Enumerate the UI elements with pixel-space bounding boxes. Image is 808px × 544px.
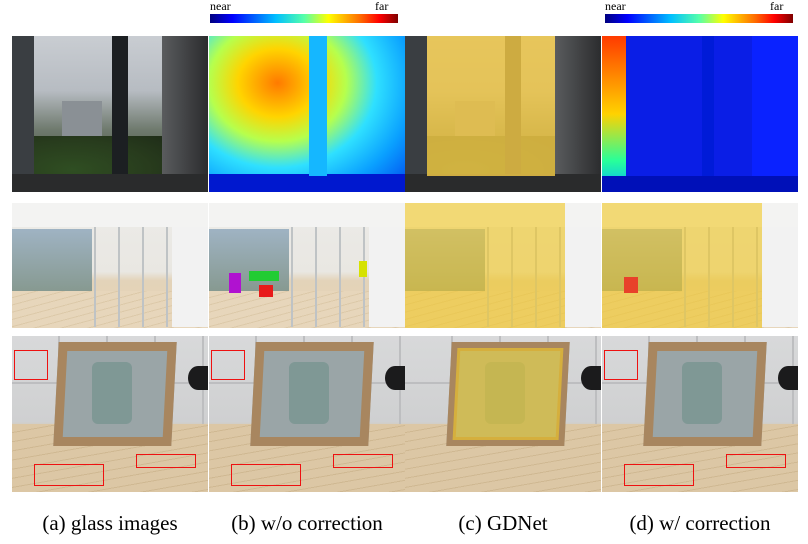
legend-far-label-d: far bbox=[770, 0, 784, 13]
depth-colorbar-b bbox=[210, 14, 398, 23]
row3-without-correction bbox=[209, 336, 405, 492]
row3-glass-image bbox=[12, 336, 208, 492]
row2-gdnet-result bbox=[405, 203, 601, 328]
highlight-box bbox=[726, 454, 786, 468]
highlight-box bbox=[136, 454, 196, 468]
row3-gdnet-result bbox=[405, 336, 601, 492]
highlight-box bbox=[211, 350, 245, 380]
row2-glass-image bbox=[12, 203, 208, 328]
row1-gdnet-result bbox=[405, 36, 601, 192]
highlight-box bbox=[231, 464, 301, 486]
highlight-box bbox=[34, 464, 104, 486]
row1-glass-image bbox=[12, 36, 208, 192]
caption-with-correction: (d) w/ correction bbox=[629, 511, 771, 535]
row1-depth-without-correction bbox=[209, 36, 405, 192]
highlight-box bbox=[624, 464, 694, 486]
highlight-box bbox=[14, 350, 48, 380]
depth-colorbar-d bbox=[605, 14, 793, 23]
highlight-box bbox=[604, 350, 638, 380]
legend-near-label-d: near bbox=[605, 0, 626, 13]
caption-without-correction: (b) w/o correction bbox=[231, 511, 383, 535]
legend-far-label-b: far bbox=[375, 0, 389, 13]
caption-glass-images: (a) glass images bbox=[42, 511, 178, 535]
row2-without-correction bbox=[209, 203, 405, 328]
row1-depth-with-correction bbox=[602, 36, 798, 192]
caption-gdnet: (c) GDNet bbox=[458, 511, 548, 535]
legend-near-label-b: near bbox=[210, 0, 231, 13]
row2-with-correction bbox=[602, 203, 798, 328]
highlight-box bbox=[333, 454, 393, 468]
row3-with-correction bbox=[602, 336, 798, 492]
